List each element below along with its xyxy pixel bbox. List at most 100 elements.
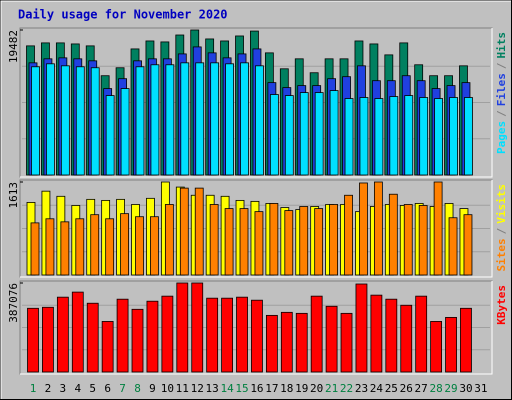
bar — [60, 221, 70, 276]
bar — [433, 181, 443, 276]
x-tick-label: 8 — [134, 382, 141, 395]
bar — [280, 311, 293, 373]
bar — [389, 96, 399, 176]
bar — [284, 95, 294, 176]
bar — [415, 295, 428, 373]
bar — [209, 204, 219, 276]
x-tick-label: 12 — [191, 382, 204, 395]
bar — [86, 302, 99, 373]
bar — [269, 94, 279, 176]
x-tick-label: 28 — [429, 382, 442, 395]
bar — [403, 204, 413, 276]
bar — [30, 222, 40, 276]
bar — [225, 63, 234, 176]
bar — [295, 312, 308, 373]
bar — [269, 203, 279, 276]
bar — [161, 295, 174, 373]
x-tick-label: 7 — [119, 382, 126, 395]
bar — [164, 204, 174, 276]
x-tick-label: 27 — [415, 382, 428, 395]
bar — [194, 187, 204, 276]
bar — [344, 98, 354, 176]
bar — [42, 306, 54, 373]
bar — [105, 218, 115, 276]
bar — [310, 295, 323, 373]
bar — [191, 282, 204, 373]
y-tick-label: 1613 — [7, 182, 20, 209]
bar — [251, 299, 263, 373]
bar — [165, 64, 175, 176]
x-tick-label: 26 — [400, 382, 413, 395]
bar — [236, 296, 248, 373]
x-tick-label: 6 — [104, 382, 111, 395]
x-tick-label: 4 — [74, 382, 81, 395]
bar — [404, 95, 414, 176]
legend-entry: Hits — [495, 32, 508, 59]
panel-bevel — [20, 180, 493, 278]
bar — [101, 321, 114, 373]
bar — [464, 97, 473, 176]
bar — [374, 98, 384, 176]
bar — [355, 283, 368, 373]
bar — [131, 308, 144, 373]
x-tick-label: 15 — [235, 382, 248, 395]
bar — [116, 298, 129, 373]
bar — [224, 208, 234, 276]
legend-separator: / — [495, 110, 508, 117]
bar — [206, 297, 219, 373]
bar — [120, 88, 130, 176]
x-tick-label: 1 — [30, 382, 37, 395]
legend-entry: Sites — [495, 238, 508, 271]
legend-entry: KBytes — [495, 285, 508, 325]
bar — [314, 92, 324, 176]
bar — [370, 294, 383, 373]
x-tick-label: 24 — [370, 382, 384, 395]
bar — [329, 90, 339, 176]
bar — [329, 204, 339, 276]
bar — [176, 282, 189, 373]
bar — [221, 297, 233, 373]
bar — [75, 218, 85, 276]
bar — [340, 312, 353, 373]
y-tick-label: 19482 — [7, 30, 20, 63]
legend: KBytes — [495, 285, 508, 325]
bar — [135, 216, 144, 276]
legend: Sites / Visits — [495, 184, 508, 272]
x-tick-label: 19 — [295, 382, 308, 395]
x-tick-label: 11 — [176, 382, 189, 395]
bar — [449, 97, 458, 176]
bar — [239, 208, 249, 276]
bar — [400, 304, 413, 373]
bar — [344, 194, 353, 276]
bar — [255, 65, 264, 176]
bar — [71, 291, 84, 373]
bar — [75, 66, 85, 176]
bar — [150, 64, 160, 176]
bar — [359, 97, 369, 176]
bar — [46, 63, 55, 176]
bar — [430, 321, 443, 373]
x-tick-label: 21 — [325, 382, 338, 395]
bar — [45, 218, 55, 276]
x-tick-label: 23 — [355, 382, 368, 395]
bar — [31, 66, 40, 176]
x-tick-label: 16 — [250, 382, 263, 395]
bar — [120, 213, 129, 276]
bar — [150, 216, 159, 276]
bar — [445, 316, 457, 373]
bar — [56, 296, 69, 373]
panel-bevel — [20, 28, 493, 178]
panel-bevel — [20, 281, 493, 375]
bar — [195, 62, 205, 176]
bar — [135, 66, 145, 176]
chart-title: Daily usage for November 2020 — [18, 8, 228, 22]
x-tick-label: 3 — [60, 382, 67, 395]
bar — [359, 182, 368, 276]
bar — [27, 307, 39, 373]
bar — [180, 62, 190, 176]
legend-entry: Files — [495, 73, 508, 106]
bar — [60, 65, 70, 176]
bar — [385, 298, 398, 373]
